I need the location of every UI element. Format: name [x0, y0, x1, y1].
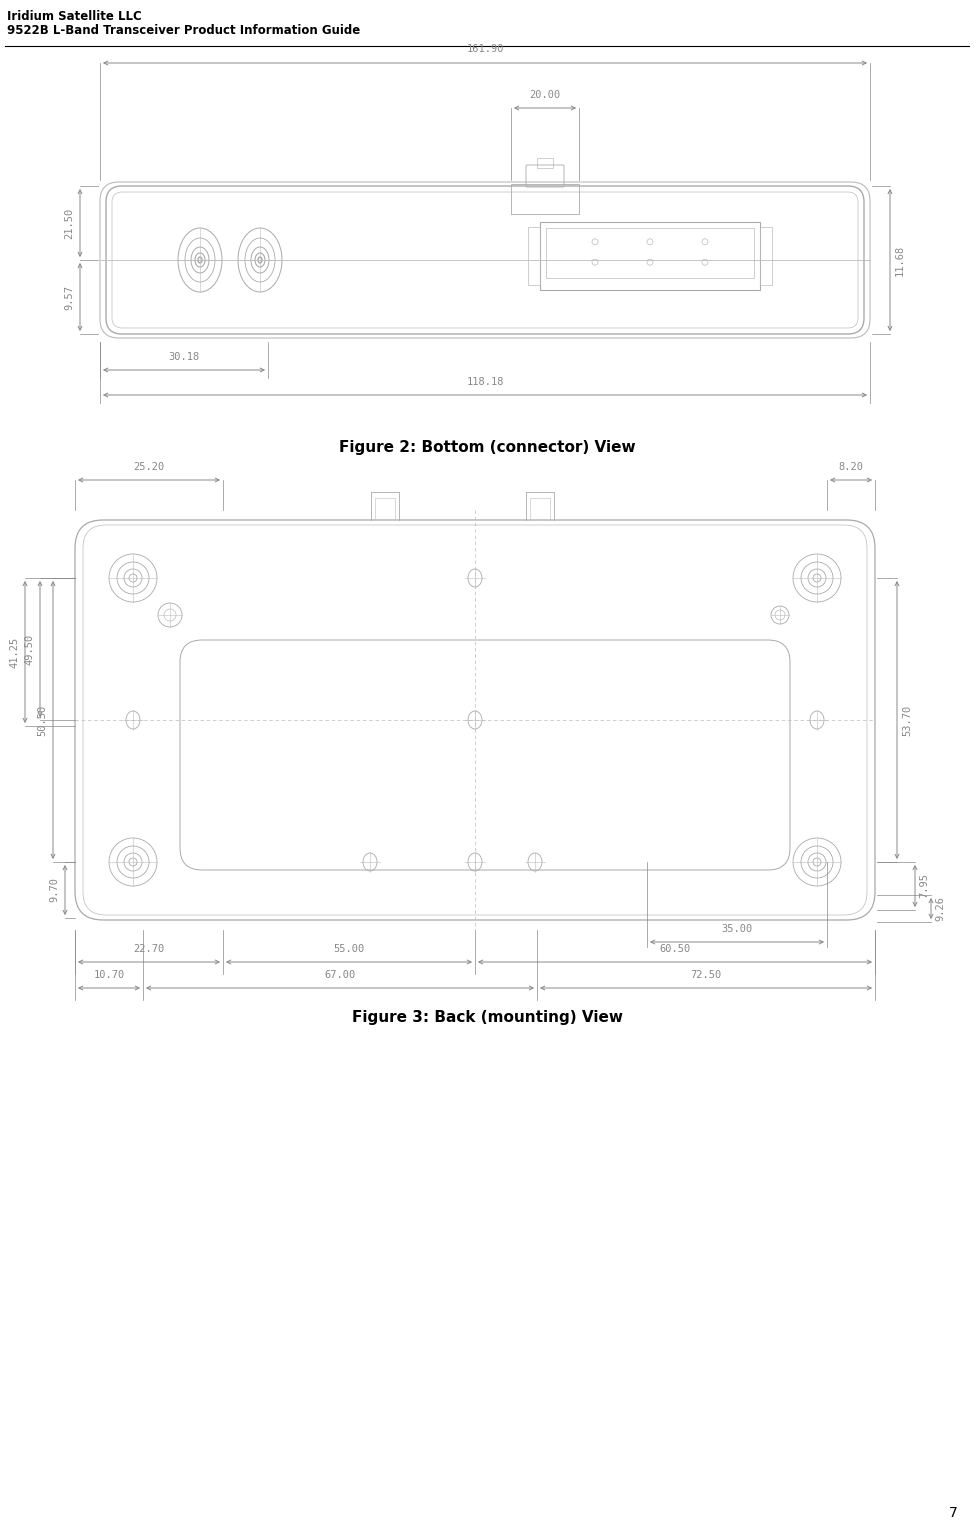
- Text: 20.00: 20.00: [530, 90, 561, 100]
- Text: 35.00: 35.00: [722, 924, 753, 934]
- Bar: [540, 222, 760, 290]
- Text: 41.25: 41.25: [9, 636, 19, 668]
- Text: 49.50: 49.50: [24, 633, 34, 665]
- Bar: [546, 228, 754, 277]
- Text: 9.57: 9.57: [64, 285, 74, 310]
- Text: 55.00: 55.00: [333, 944, 364, 954]
- Text: 30.18: 30.18: [169, 353, 200, 362]
- Text: Figure 2: Bottom (connector) View: Figure 2: Bottom (connector) View: [339, 440, 635, 455]
- Text: 10.70: 10.70: [94, 970, 125, 980]
- Bar: [537, 158, 553, 169]
- Text: 7.95: 7.95: [919, 874, 929, 898]
- Text: 118.18: 118.18: [467, 377, 504, 386]
- Text: 25.20: 25.20: [133, 461, 165, 472]
- Text: 72.50: 72.50: [691, 970, 722, 980]
- Text: 11.68: 11.68: [895, 244, 905, 276]
- Text: 9522B L-Band Transceiver Product Information Guide: 9522B L-Band Transceiver Product Informa…: [7, 25, 360, 37]
- Text: 9.70: 9.70: [49, 877, 59, 903]
- Text: 22.70: 22.70: [133, 944, 165, 954]
- Text: 21.50: 21.50: [64, 207, 74, 239]
- Text: Figure 3: Back (mounting) View: Figure 3: Back (mounting) View: [352, 1010, 622, 1026]
- Text: 67.00: 67.00: [324, 970, 356, 980]
- Bar: [760, 227, 772, 285]
- Text: 60.50: 60.50: [659, 944, 691, 954]
- Text: 50.50: 50.50: [37, 704, 47, 736]
- Text: 9.26: 9.26: [935, 895, 945, 921]
- Text: Iridium Satellite LLC: Iridium Satellite LLC: [7, 11, 142, 23]
- Bar: [511, 184, 579, 215]
- Text: 161.90: 161.90: [467, 44, 504, 54]
- Text: 8.20: 8.20: [839, 461, 864, 472]
- Text: 53.70: 53.70: [902, 704, 912, 736]
- Bar: [528, 227, 540, 285]
- Text: 7: 7: [950, 1505, 958, 1521]
